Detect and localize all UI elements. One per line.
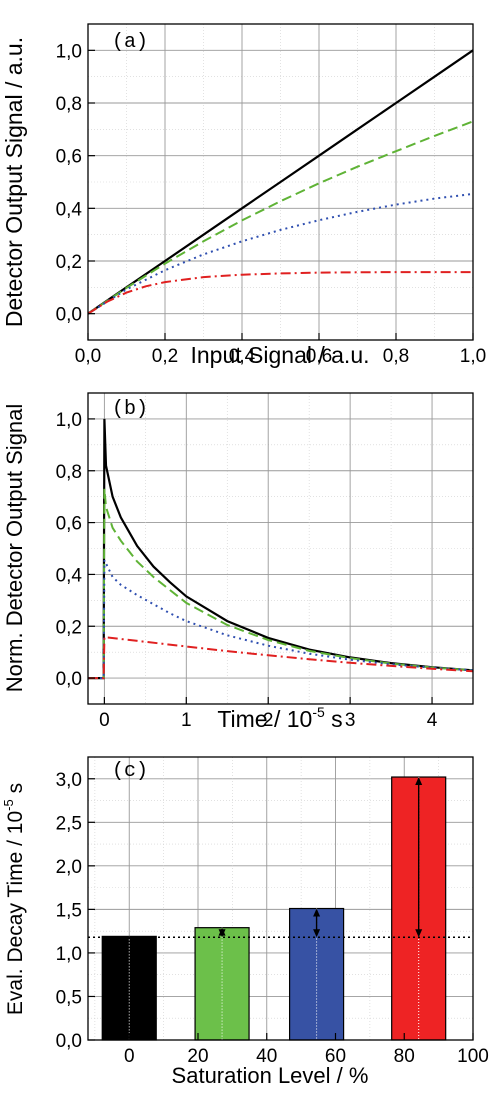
arrow-head-down	[313, 929, 321, 938]
x-tick-label: 3	[345, 710, 356, 731]
y-tick-label: 3,0	[56, 770, 82, 791]
x-axis-label-b: Time / 10-5 s	[217, 704, 342, 732]
y-tick-label: 0,4	[56, 199, 83, 220]
y-tick-label: 0,6	[56, 147, 82, 168]
series-line-3	[88, 635, 474, 680]
x-tick-label: 0,8	[383, 346, 409, 367]
y-tick-label: 2,0	[56, 857, 82, 878]
arrow-head-up	[415, 777, 423, 786]
y-axis-label-a: Detector Output Signal / a.u.	[1, 37, 27, 327]
x-tick-label: 100	[457, 1046, 489, 1067]
arrow-head-up	[313, 908, 321, 917]
x-tick-label: 80	[394, 1046, 415, 1067]
series-line-0	[87, 49, 474, 315]
series-group-b	[88, 418, 474, 680]
y-tick-label: 1,0	[56, 410, 82, 431]
series-line-2	[88, 559, 474, 680]
y-axis-label-c-unit: s	[4, 783, 27, 799]
y-tick-label: 0,2	[56, 252, 82, 273]
x-tick-label: 40	[256, 1046, 277, 1067]
y-tick-label: 1,5	[56, 900, 82, 921]
x-axis-label-a: Input Signal / a.u.	[190, 342, 369, 368]
y-axis-label-c: Eval. Decay Time / 10-5 s	[1, 783, 27, 1015]
y-tick-label: 2,5	[56, 813, 82, 834]
x-tick-label: 0,2	[152, 346, 178, 367]
grid-b	[88, 392, 473, 704]
panel-label-a: (a)	[112, 31, 148, 54]
y-tick-label: 0,0	[56, 305, 82, 326]
x-tick-label: 1	[181, 710, 192, 731]
y-tick-label: 0,2	[56, 617, 82, 638]
plot-frame-b	[87, 392, 474, 705]
x-tick-label: 4	[427, 710, 438, 731]
panel-label-c: (c)	[112, 760, 148, 783]
x-axis-label-b-exp: -5	[312, 704, 325, 720]
x-tick-label: 1,0	[460, 346, 486, 367]
series-line-2	[87, 192, 474, 315]
ticks-a: 0,0 0,2 0,4 0,6 0,8 1,0 0,0 0,2 0,4 0,6 0,8 1,0	[56, 41, 487, 367]
y-axis-label-b: Norm. Detector Output Signal	[2, 404, 27, 693]
x-axis-label-b-unit: s	[325, 706, 343, 732]
x-tick-label: 0	[124, 1046, 135, 1067]
y-tick-label: 0,8	[56, 94, 82, 115]
y-axis-label-c-main: Eval. Decay Time / 10	[4, 811, 27, 1015]
x-tick-label: 60	[325, 1046, 346, 1067]
y-tick-label: 1,0	[56, 41, 82, 62]
series-line-1	[88, 488, 474, 680]
arrow-head-down	[218, 929, 226, 938]
plot-frame-a	[87, 23, 474, 341]
x-axis-label-b-main: Time / 10	[217, 706, 312, 732]
y-tick-label: 0,0	[56, 1031, 82, 1052]
series-group-a	[87, 49, 474, 315]
x-tick-label: 0,4	[229, 346, 256, 367]
panel-label-b: (b)	[112, 398, 148, 421]
x-tick-label: 0,0	[75, 346, 101, 367]
grid-a	[88, 23, 473, 340]
x-axis-label-c: Saturation Level / %	[172, 1063, 369, 1088]
y-tick-label: 0,4	[56, 565, 83, 586]
series-line-1	[87, 120, 474, 315]
series-line-3	[87, 271, 473, 315]
x-tick-label: 0,6	[306, 346, 332, 367]
panel-c: 0,0 0,5 1,0 1,5 2,0 2,5 3,0 0 20 40 60 80 100 (c) Sa…	[1, 756, 489, 1088]
x-tick-label: 0	[99, 710, 110, 731]
arrow-head-down	[415, 929, 423, 938]
plot-frame-c	[87, 756, 474, 1041]
y-tick-label: 0,0	[56, 669, 82, 690]
panel-a: 0,0 0,2 0,4 0,6 0,8 1,0 0,0 0,2 0,4 0,6 0,8 1,0 (a)…	[1, 23, 487, 368]
y-tick-label: 0,8	[56, 462, 82, 483]
series-line-0	[88, 418, 474, 680]
x-tick-label: 2	[263, 710, 274, 731]
y-axis-label-c-exp: -5	[1, 799, 16, 811]
ticks-b: 0,0 0,2 0,4 0,6 0,8 1,0 0 1 2 3 4	[56, 410, 438, 731]
y-tick-label: 0,6	[56, 514, 82, 535]
x-tick-label: 20	[187, 1046, 208, 1067]
y-tick-label: 1,0	[56, 944, 82, 965]
ticks-c: 0,0 0,5 1,0 1,5 2,0 2,5 3,0 0 20 40 60 80 100	[56, 770, 489, 1067]
y-tick-label: 0,5	[56, 987, 82, 1008]
bars-group-c	[88, 776, 473, 1041]
panel-b: 0,0 0,2 0,4 0,6 0,8 1,0 0 1 2 3 4 (b) Time / 10-5 …	[2, 392, 474, 732]
bar-1	[194, 927, 250, 1041]
